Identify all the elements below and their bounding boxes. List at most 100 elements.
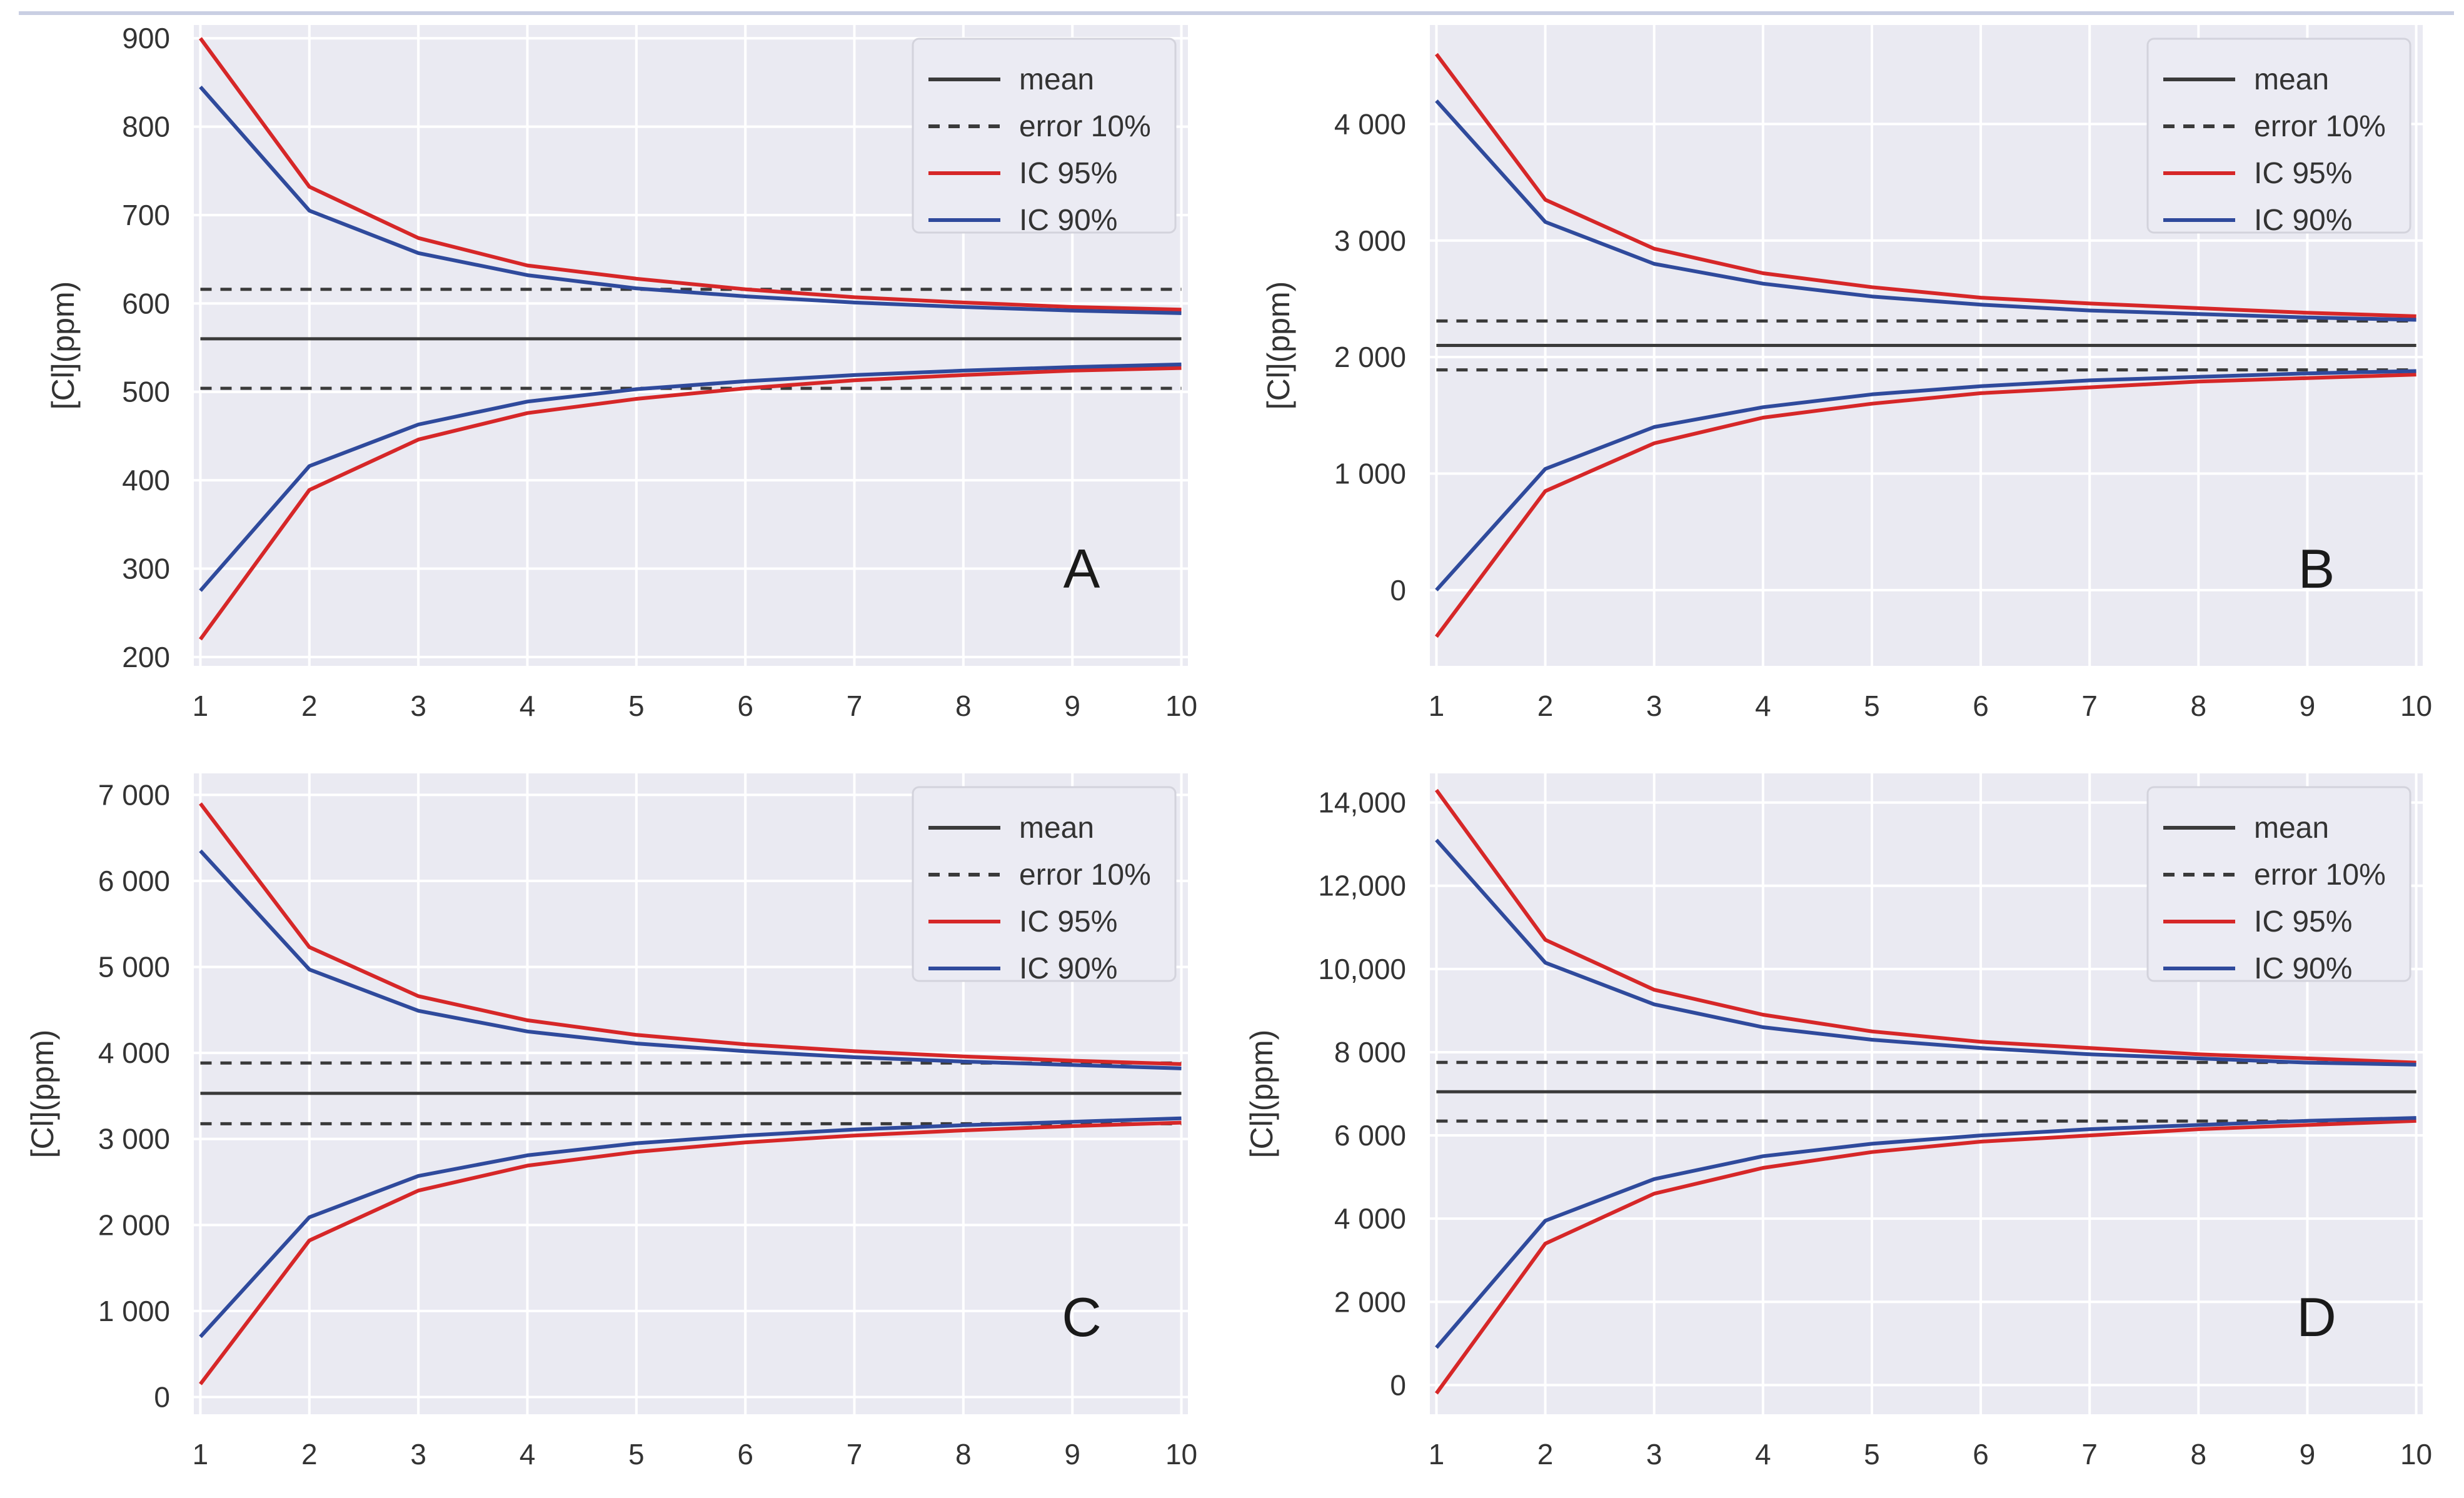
legend-box	[2146, 786, 2411, 982]
legend-label-ic90: IC 90%	[1019, 204, 1117, 237]
legend: mean error 10% IC 95% IC 90%	[2146, 38, 2411, 237]
legend-label-mean: mean	[2254, 63, 2329, 96]
y-tick-label: 0	[1390, 1369, 1406, 1401]
x-tick-label: 10	[2400, 1438, 2432, 1470]
y-tick-label: 800	[122, 111, 170, 143]
y-tick-label: 12,000	[1318, 870, 1406, 902]
y-axis-label: [Cl](ppm)	[46, 281, 81, 410]
series-line-ic90	[1435, 99, 2416, 322]
x-tick-label: 7	[847, 690, 863, 722]
legend-label-mean: mean	[2254, 812, 2329, 845]
x-tick-label: 8	[955, 1438, 972, 1470]
y-tick-label: 6 000	[1334, 1119, 1406, 1152]
series-line-ic90	[199, 1116, 1182, 1339]
y-tick-label: 2 000	[98, 1209, 170, 1241]
legend-label-mean: mean	[1019, 63, 1094, 96]
series-line-ic90	[1435, 369, 2416, 591]
legend-box	[912, 38, 1177, 234]
series-line-ic95	[1434, 53, 2416, 318]
panel-label: D	[2296, 1286, 2336, 1348]
x-tick-label: 4	[520, 690, 536, 722]
legend-label-ic90: IC 90%	[1019, 952, 1117, 985]
legend-box	[2146, 38, 2411, 234]
series-line-ic90	[199, 362, 1182, 592]
y-tick-label: 500	[122, 376, 170, 408]
y-tick-label: 14,000	[1318, 787, 1406, 819]
series-line-ic95	[1434, 1118, 2416, 1395]
x-tick-label: 6	[737, 690, 753, 722]
y-tick-label: 10,000	[1318, 953, 1406, 985]
legend-label-ic90: IC 90%	[2254, 204, 2352, 237]
chart-panel-a: 1 2 3 4 5 6 7 8 9 10 200 300 400 500 600 700 800 900 [Cl](…	[46, 22, 1197, 722]
x-tick-label: 5	[628, 1438, 645, 1470]
x-tick-label: 3	[410, 690, 426, 722]
legend: mean error 10% IC 95% IC 90%	[912, 38, 1177, 237]
x-tick-label: 2	[301, 1438, 318, 1470]
y-tick-label: 2 000	[1334, 1285, 1406, 1318]
y-tick-label: 3 000	[1334, 224, 1406, 257]
x-tick-label: 6	[1973, 1438, 1989, 1470]
series-line-ic90	[199, 86, 1182, 315]
y-tick-label: 0	[1390, 574, 1406, 606]
legend-box	[912, 786, 1177, 982]
x-tick-label: 2	[301, 690, 318, 722]
x-tick-label: 7	[2081, 1438, 2098, 1470]
y-tick-label: 4 000	[98, 1037, 170, 1069]
series-line-ic90	[1435, 1116, 2416, 1349]
x-tick-label: 5	[1864, 1438, 1880, 1470]
series-line-ic95	[199, 1120, 1182, 1385]
series-line-ic90	[199, 849, 1182, 1070]
legend-label-error: error 10%	[1019, 858, 1151, 892]
y-axis-label: [Cl](ppm)	[1244, 1030, 1279, 1159]
x-tick-label: 9	[1064, 1438, 1080, 1470]
y-tick-label: 600	[122, 287, 170, 319]
top-rule	[19, 11, 2454, 15]
x-tick-label: 9	[1064, 690, 1080, 722]
legend-label-error: error 10%	[1019, 110, 1151, 143]
panel-label: A	[1064, 538, 1100, 600]
legend-label-error: error 10%	[2254, 858, 2386, 892]
x-tick-label: 6	[737, 1438, 753, 1470]
x-tick-label: 5	[1864, 690, 1880, 722]
x-tick-label: 9	[2300, 690, 2316, 722]
y-tick-label: 7 000	[98, 778, 170, 811]
x-tick-label: 10	[1165, 690, 1197, 722]
y-tick-label: 0	[154, 1380, 170, 1413]
x-tick-label: 3	[1646, 1438, 1662, 1470]
legend-label-mean: mean	[1019, 812, 1094, 845]
y-tick-label: 6 000	[98, 865, 170, 897]
legend: mean error 10% IC 95% IC 90%	[912, 786, 1177, 985]
y-tick-label: 5 000	[98, 951, 170, 983]
y-tick-label: 4 000	[1334, 108, 1406, 140]
chart-panel-d: 1 2 3 4 5 6 7 8 9 10 0 2 000 4 000 6 000 8 000 10,000 12…	[1244, 773, 2432, 1470]
x-tick-label: 7	[2081, 690, 2098, 722]
y-tick-label: 700	[122, 199, 170, 231]
y-tick-label: 1 000	[1334, 458, 1406, 490]
x-tick-label: 9	[2300, 1438, 2316, 1470]
x-tick-label: 8	[955, 690, 972, 722]
x-tick-label: 5	[628, 690, 645, 722]
x-tick-label: 3	[1646, 690, 1662, 722]
series-line-ic95	[199, 37, 1182, 312]
x-tick-label: 4	[1755, 690, 1771, 722]
x-tick-label: 1	[1429, 690, 1445, 722]
x-tick-label: 10	[1165, 1438, 1197, 1470]
y-tick-label: 2 000	[1334, 341, 1406, 373]
series-line-ic95	[1434, 788, 2416, 1065]
x-tick-label: 4	[1755, 1438, 1771, 1470]
legend-label-ic95: IC 95%	[2254, 905, 2352, 938]
x-tick-label: 10	[2400, 690, 2432, 722]
x-tick-label: 6	[1973, 690, 1989, 722]
x-tick-label: 7	[847, 1438, 863, 1470]
y-axis-label: [Cl](ppm)	[1261, 281, 1296, 410]
legend-label-ic90: IC 90%	[2254, 952, 2352, 985]
x-tick-label: 1	[1429, 1438, 1445, 1470]
legend-label-ic95: IC 95%	[1019, 905, 1117, 938]
chart-panel-b: 1 2 3 4 5 6 7 8 9 10 0 1 000 2 000 3 000 4 000 [Cl](ppm…	[1261, 25, 2432, 722]
y-tick-label: 400	[122, 464, 170, 496]
x-tick-label: 2	[1537, 1438, 1554, 1470]
y-tick-label: 4 000	[1334, 1202, 1406, 1235]
legend: mean error 10% IC 95% IC 90%	[2146, 786, 2411, 985]
y-tick-label: 3 000	[98, 1123, 170, 1155]
